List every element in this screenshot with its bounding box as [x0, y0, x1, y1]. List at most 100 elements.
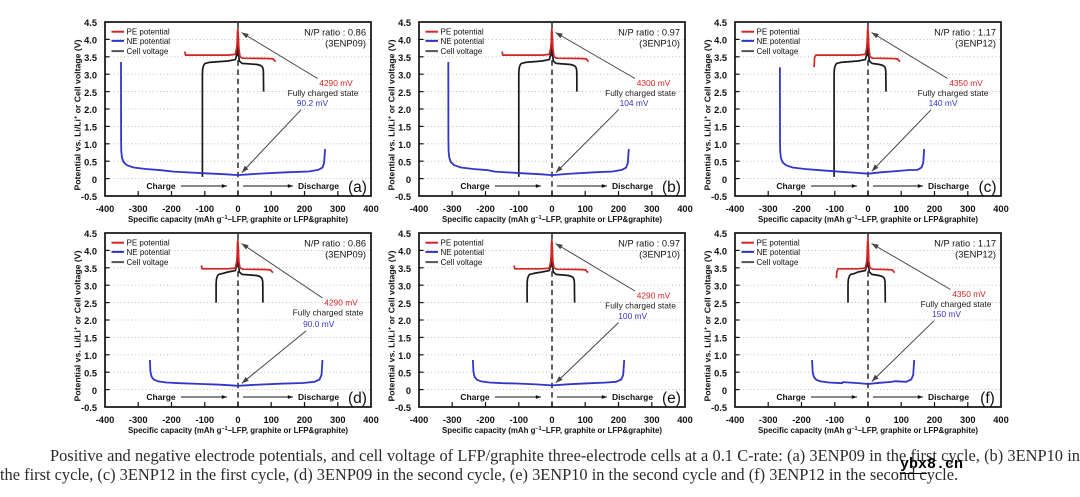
- svg-text:Cell voltage: Cell voltage: [127, 258, 169, 267]
- svg-text:0: 0: [92, 175, 97, 185]
- svg-text:2.0: 2.0: [84, 316, 97, 326]
- svg-text:4.0: 4.0: [84, 247, 97, 257]
- svg-text:-0.5: -0.5: [711, 403, 727, 413]
- svg-text:3.5: 3.5: [714, 53, 727, 63]
- svg-text:2.0: 2.0: [714, 105, 727, 115]
- svg-text:4.0: 4.0: [398, 247, 411, 257]
- svg-text:-100: -100: [825, 204, 844, 214]
- svg-text:-300: -300: [759, 415, 778, 425]
- svg-text:150 mV: 150 mV: [932, 309, 961, 319]
- svg-text:PE potential: PE potential: [127, 239, 170, 248]
- svg-text:1.0: 1.0: [714, 140, 727, 150]
- svg-text:0.5: 0.5: [84, 157, 97, 167]
- svg-text:N/P ratio : 1.17: N/P ratio : 1.17: [934, 239, 996, 249]
- svg-text:3.5: 3.5: [398, 264, 411, 274]
- svg-text:200: 200: [297, 204, 313, 214]
- svg-text:(3ENP09): (3ENP09): [325, 39, 366, 49]
- svg-text:Potential vs. Li/Li+ or Cell v: Potential vs. Li/Li+ or Cell voltage (V): [387, 39, 397, 190]
- svg-text:Charge: Charge: [460, 392, 490, 402]
- svg-text:400: 400: [993, 415, 1009, 425]
- svg-text:3.0: 3.0: [84, 281, 97, 291]
- svg-text:2.5: 2.5: [84, 88, 97, 98]
- svg-text:400: 400: [363, 415, 379, 425]
- svg-text:400: 400: [677, 204, 693, 214]
- svg-text:4350 mV: 4350 mV: [952, 289, 986, 299]
- svg-text:200: 200: [611, 415, 627, 425]
- svg-text:0: 0: [549, 415, 554, 425]
- svg-text:N/P ratio : 0.86: N/P ratio : 0.86: [304, 239, 366, 249]
- svg-text:Fully charged state: Fully charged state: [918, 88, 989, 98]
- svg-text:4.5: 4.5: [398, 18, 411, 28]
- svg-text:4.5: 4.5: [84, 229, 97, 239]
- svg-text:Fully charged state: Fully charged state: [605, 88, 676, 98]
- svg-text:PE potential: PE potential: [441, 239, 484, 248]
- svg-text:-400: -400: [96, 204, 115, 214]
- svg-text:N/P ratio : 0.97: N/P ratio : 0.97: [618, 28, 680, 38]
- svg-text:Charge: Charge: [776, 392, 806, 402]
- svg-text:2.0: 2.0: [398, 316, 411, 326]
- svg-text:400: 400: [993, 204, 1009, 214]
- svg-text:4350 mV: 4350 mV: [949, 78, 983, 88]
- svg-text:2.5: 2.5: [398, 299, 411, 309]
- svg-text:Fully charged state: Fully charged state: [921, 299, 992, 309]
- svg-text:90.0 mV: 90.0 mV: [303, 319, 335, 329]
- svg-text:300: 300: [330, 415, 346, 425]
- svg-text:0: 0: [406, 175, 411, 185]
- svg-text:2.5: 2.5: [84, 299, 97, 309]
- svg-text:0.5: 0.5: [714, 157, 727, 167]
- svg-text:-200: -200: [162, 204, 181, 214]
- svg-text:N/P ratio : 0.86: N/P ratio : 0.86: [304, 28, 366, 38]
- svg-text:-200: -200: [476, 415, 495, 425]
- svg-text:Potential vs. Li/Li+ or Cell v: Potential vs. Li/Li+ or Cell voltage (V): [73, 250, 83, 401]
- svg-text:4.5: 4.5: [84, 18, 97, 28]
- svg-text:3.5: 3.5: [398, 53, 411, 63]
- svg-text:(e): (e): [662, 390, 681, 407]
- svg-text:Charge: Charge: [146, 181, 176, 191]
- svg-text:3.0: 3.0: [398, 70, 411, 80]
- svg-text:0: 0: [549, 204, 554, 214]
- svg-text:-300: -300: [443, 204, 462, 214]
- svg-text:2.5: 2.5: [714, 88, 727, 98]
- svg-text:1.0: 1.0: [84, 351, 97, 361]
- svg-text:-0.5: -0.5: [395, 403, 411, 413]
- svg-text:Fully charged state: Fully charged state: [288, 88, 359, 98]
- svg-text:NE potential: NE potential: [757, 37, 801, 46]
- svg-text:Charge: Charge: [460, 181, 490, 191]
- svg-text:(f): (f): [980, 390, 995, 407]
- svg-text:NE potential: NE potential: [757, 248, 801, 257]
- svg-text:(3ENP12): (3ENP12): [955, 250, 996, 260]
- svg-text:4.0: 4.0: [84, 36, 97, 46]
- svg-text:1.5: 1.5: [84, 334, 97, 344]
- svg-text:PE potential: PE potential: [757, 239, 800, 248]
- svg-text:3.0: 3.0: [714, 70, 727, 80]
- svg-text:300: 300: [960, 415, 976, 425]
- svg-text:Charge: Charge: [776, 181, 806, 191]
- svg-text:-200: -200: [792, 415, 811, 425]
- svg-text:PE potential: PE potential: [757, 28, 800, 37]
- svg-text:Cell voltage: Cell voltage: [757, 47, 799, 56]
- svg-text:Cell voltage: Cell voltage: [757, 258, 799, 267]
- svg-text:Cell voltage: Cell voltage: [127, 47, 169, 56]
- svg-text:0: 0: [406, 386, 411, 396]
- svg-text:-100: -100: [509, 415, 528, 425]
- svg-text:1.0: 1.0: [714, 351, 727, 361]
- svg-text:100 mV: 100 mV: [618, 311, 647, 321]
- svg-text:Charge: Charge: [146, 392, 176, 402]
- svg-text:1.0: 1.0: [398, 351, 411, 361]
- svg-text:Discharge: Discharge: [928, 392, 969, 402]
- svg-text:Discharge: Discharge: [612, 392, 653, 402]
- svg-text:4.0: 4.0: [714, 247, 727, 257]
- svg-text:100: 100: [263, 204, 279, 214]
- svg-text:3.5: 3.5: [714, 264, 727, 274]
- svg-text:4.0: 4.0: [714, 36, 727, 46]
- svg-text:3.0: 3.0: [84, 70, 97, 80]
- svg-text:300: 300: [644, 415, 660, 425]
- svg-text:-100: -100: [195, 415, 214, 425]
- svg-text:3.5: 3.5: [84, 264, 97, 274]
- svg-text:NE potential: NE potential: [441, 248, 485, 257]
- svg-text:(3ENP10): (3ENP10): [639, 250, 680, 260]
- svg-text:300: 300: [330, 204, 346, 214]
- svg-text:Potential vs. Li/Li+ or Cell v: Potential vs. Li/Li+ or Cell voltage (V): [703, 39, 713, 190]
- svg-text:400: 400: [677, 415, 693, 425]
- svg-text:NE potential: NE potential: [127, 37, 171, 46]
